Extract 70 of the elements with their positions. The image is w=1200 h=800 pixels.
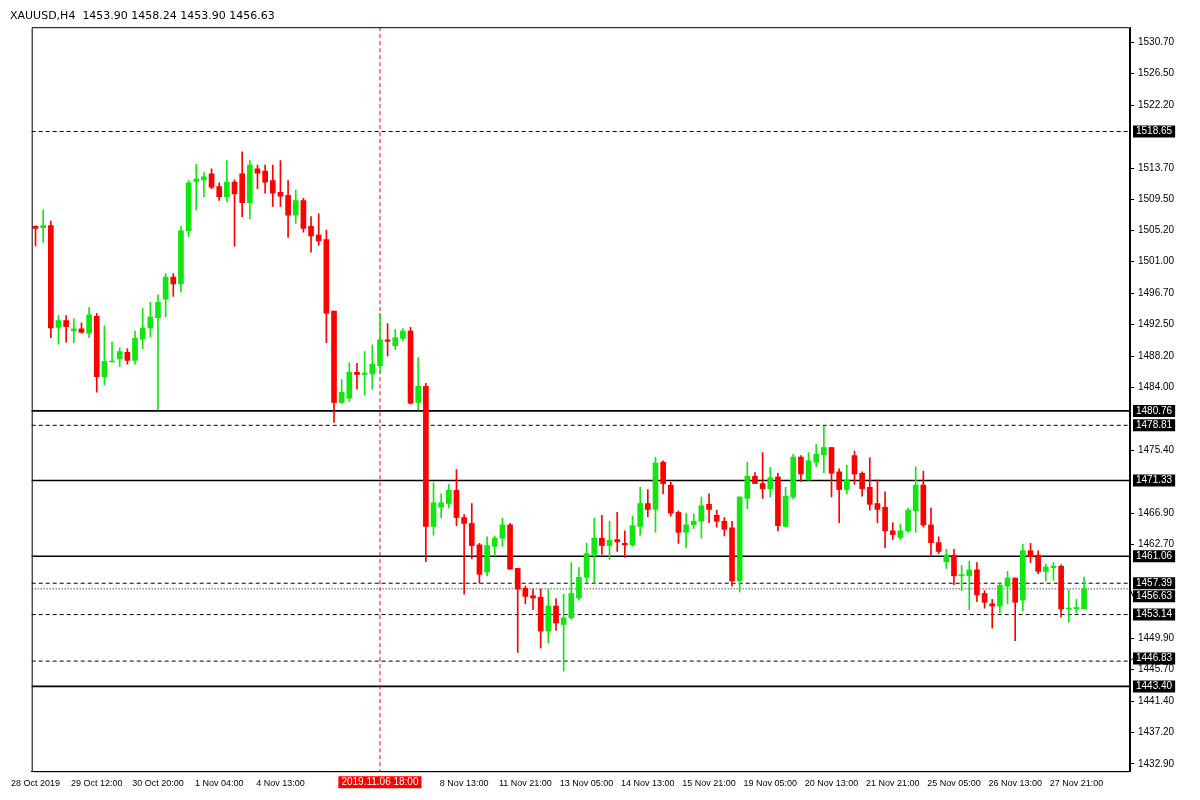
chart-title: XAUUSD,H4 1453.90 1458.24 1453.90 1456.63 xyxy=(10,9,275,23)
candlestick xyxy=(599,515,605,555)
ref-line-label: 1453.14 xyxy=(1136,608,1173,620)
x-tick-label: 19 Nov 05:00 xyxy=(743,778,798,789)
x-tick-label: 4 Nov 13:00 xyxy=(256,778,305,789)
candlestick xyxy=(966,560,973,611)
x-tick-label: 13 Nov 05:00 xyxy=(559,778,614,789)
y-tick-label: 1488.20 xyxy=(1138,349,1175,361)
candlestick xyxy=(438,493,444,518)
candlestick xyxy=(40,209,47,243)
y-tick-label: 1432.90 xyxy=(1138,757,1175,769)
y-tick-label: 1466.90 xyxy=(1138,506,1175,518)
x-tick-label: 29 Oct 12:00 xyxy=(70,778,123,789)
ref-line-label: 1457.39 xyxy=(1136,577,1173,588)
x-tick-label: 11 Nov 21:00 xyxy=(498,778,552,789)
x-tick-label: 27 Nov 21:00 xyxy=(1049,778,1104,789)
candlestick xyxy=(622,530,628,558)
x-tick-label: 26 Nov 13:00 xyxy=(988,778,1042,789)
y-tick-label: 1475.40 xyxy=(1138,444,1175,456)
x-tick-label: 20 Nov 13:00 xyxy=(804,778,859,789)
candlestick xyxy=(644,489,651,518)
y-tick-label: 1484.00 xyxy=(1138,380,1175,392)
candlestick xyxy=(706,493,712,524)
ref-line-label: 1461.06 xyxy=(1136,549,1173,561)
x-tick-label: 1 Nov 04:00 xyxy=(194,778,244,789)
y-tick-label: 1505.20 xyxy=(1138,224,1175,236)
candlestick xyxy=(514,568,521,653)
y-tick-label: 1501.00 xyxy=(1138,255,1175,267)
y-tick-label: 1496.70 xyxy=(1138,287,1175,299)
candlestick xyxy=(369,344,376,390)
y-tick-label: 1437.20 xyxy=(1138,725,1175,737)
candlestick xyxy=(683,512,689,549)
y-tick-label: 1530.70 xyxy=(1138,36,1175,48)
candlestick xyxy=(989,599,996,629)
candlestick xyxy=(315,213,322,246)
y-tick-label: 1509.50 xyxy=(1138,192,1175,204)
x-tick-label: 21 Nov 21:00 xyxy=(865,778,920,789)
x-tick-label: 30 Oct 20:00 xyxy=(132,778,184,789)
y-tick-label: 1445.70 xyxy=(1138,663,1175,675)
candlestick xyxy=(530,588,536,611)
ref-line-label: 1480.76 xyxy=(1136,404,1173,416)
x-tick-label: 25 Nov 05:00 xyxy=(927,778,981,789)
ref-line-label: 1478.81 xyxy=(1136,419,1173,431)
candlestick xyxy=(155,294,161,411)
y-tick-label: 1492.50 xyxy=(1138,318,1175,330)
x-tick-label: 8 Nov 13:00 xyxy=(439,778,489,789)
candlestick xyxy=(591,517,598,584)
y-tick-label: 1522.20 xyxy=(1138,99,1175,111)
candlestick xyxy=(614,512,621,552)
y-tick-label: 1526.50 xyxy=(1138,67,1175,79)
y-tick-label: 1513.70 xyxy=(1138,161,1175,173)
ref-line-label: 1471.33 xyxy=(1136,474,1173,486)
y-tick-label: 1441.40 xyxy=(1138,694,1175,706)
ref-line-label: 1518.65 xyxy=(1136,125,1173,137)
ref-line-label: 1456.63 xyxy=(1136,590,1173,601)
y-tick-label: 1449.90 xyxy=(1138,632,1175,644)
x-tick-label: 15 Nov 21:00 xyxy=(682,778,736,789)
x-tick-label: 28 Oct 2019 xyxy=(11,778,61,789)
candlestick xyxy=(201,172,207,198)
x-tick-label: 14 Nov 13:00 xyxy=(621,778,675,789)
y-tick-label: 1462.70 xyxy=(1138,537,1175,549)
candlestick xyxy=(70,318,77,344)
candlestick xyxy=(821,425,827,473)
ref-line-label: 1443.40 xyxy=(1136,680,1173,692)
x-tick-label: 2019.11.06 18:00 xyxy=(341,775,419,787)
candlestick xyxy=(889,522,896,540)
candlestick xyxy=(354,363,360,390)
candlestick xyxy=(193,164,200,211)
candlestick xyxy=(461,514,467,595)
ref-line-label: 1446.83 xyxy=(1136,652,1173,664)
